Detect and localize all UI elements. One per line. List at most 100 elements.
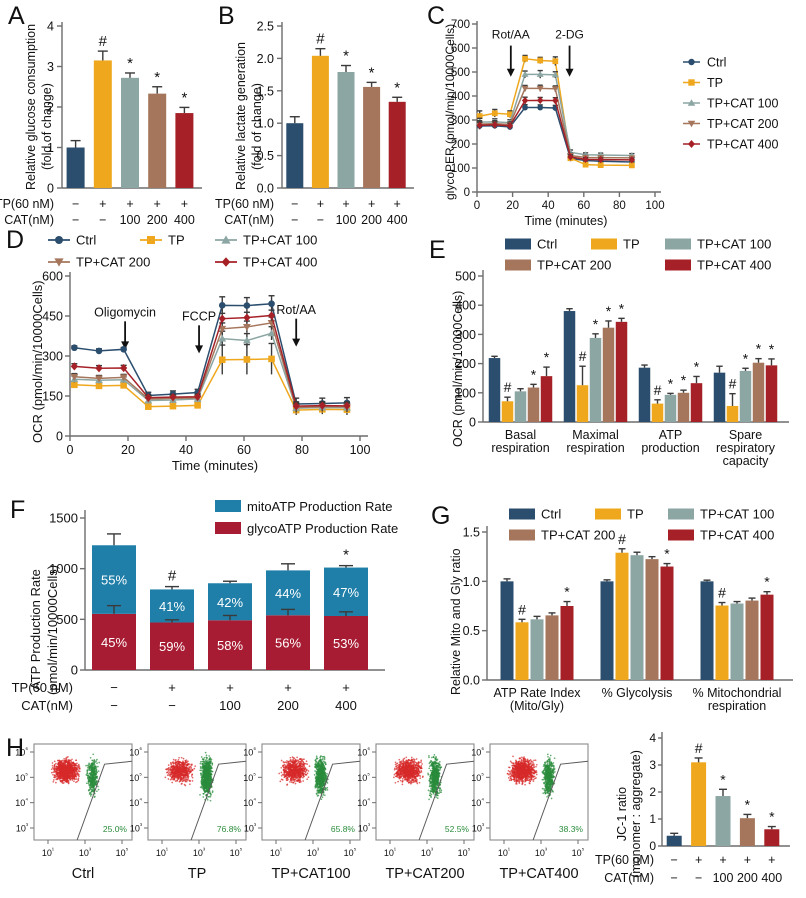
flow-dot-red [191,768,194,771]
y-tick-label: 2.5 [257,20,274,34]
flow-dot-red [179,768,182,771]
flow-dot-green [96,771,99,774]
panel-e-bar [638,367,651,422]
flow-dot-green [94,767,97,769]
x-tick-label: 0 [474,200,480,212]
flow-dot-green [202,774,204,777]
y-tick-label: 0.5 [463,624,480,638]
flow-dot-red [283,763,286,766]
flow-dot-green [97,770,100,772]
flow-dot-green [95,776,97,779]
legend-swatch [591,238,617,250]
panel-g-bar [500,581,514,680]
category-label: % Glycolysis [602,686,673,700]
condition-value: − [291,213,298,227]
flow-dot-red [184,772,187,775]
marker-square [147,236,155,244]
flow-dot-red [59,774,61,777]
flow-dot-red [169,773,172,776]
flow-dot-red [292,758,294,761]
legend-swatch [668,508,694,520]
legend-swatch [595,508,621,520]
flow-dot-green [205,789,208,792]
panel-f-bar-mito [266,570,310,616]
marker-square [491,110,498,117]
flow-dot-red [185,761,187,763]
y-tick-label: 200 [455,357,476,371]
flow-dot-green [95,780,98,783]
flow-dot-red [188,763,190,766]
flow-dot-red [171,781,174,784]
flow-dot-red [302,776,304,779]
flow-dot-green [204,766,207,768]
x-tick-label: 80 [613,200,626,212]
flow-dot-red [190,775,193,777]
flow-dot-red [53,768,56,771]
panel-e-bar [615,321,628,422]
y-tick-label: 300 [42,350,63,364]
flow-dot-red [183,779,186,782]
flow-dot-green [86,772,89,775]
flow-dot-green [326,786,329,789]
category-label: production [641,441,699,455]
flow-dot-red [183,776,185,779]
flow-dot-red [75,775,78,778]
flow-dot-red [177,759,180,761]
significance-marker: * [343,547,349,564]
flow-dot-red [68,763,71,766]
condition-value: + [368,197,375,211]
flow-dot-green [199,760,202,763]
flow-dot-red [191,780,194,782]
flow-dot-green [316,788,319,790]
flow-dot-green [202,765,205,768]
flow-dot-red [73,771,75,774]
flow-dot-red [184,767,187,770]
flow-dot-green [91,787,94,789]
flow-dot-red [170,771,172,774]
flow-dot-red [67,782,70,784]
flow-dot-green [93,763,96,766]
flow-dot-red [178,756,180,759]
condition-value: + [394,197,401,211]
flow-x-tick-label: 10³ [193,847,206,858]
flow-dot-red [181,765,183,768]
flow-dot-red [173,775,176,778]
flow-dot-red [175,763,178,766]
x-tick-label: 20 [506,200,519,212]
flow-dot-red [73,776,76,778]
y-tick-label: 1500 [49,511,78,526]
panel-e-bar [677,392,690,422]
flow-dot-red [72,770,74,772]
panel-g-bar [715,605,729,680]
flow-dot-red [53,765,56,768]
series-TP-CAT-200 [476,84,636,162]
panel-d-label: D [6,226,25,254]
panel-e-bar [589,337,602,422]
condition-row-label: TP(60 nM) [12,680,73,695]
condition-value: − [72,213,79,227]
flow-dot-red [53,775,56,777]
y-tick-label: 450 [42,310,63,324]
flow-dot-green [205,783,207,786]
flow-dot-red [65,767,68,770]
panel-e-bar [501,401,514,422]
flow-dot-green [205,793,208,796]
flow-dot-red [179,764,182,766]
marker-circle [55,236,63,244]
flow-dot-green [317,760,320,762]
flow-dot-red [75,770,78,773]
x-tick-label: 20 [121,443,135,457]
legend-label: TP+CAT 100 [697,237,771,252]
panel-e-bar [739,370,752,422]
flow-dot-green [203,779,205,782]
injection-annotation: FCCP [182,310,216,324]
flow-dot-green [319,758,322,761]
marker-square [522,55,528,62]
y-tick-label: 1 [47,141,54,155]
legend-label: TP+CAT 400 [700,528,774,543]
injection-arrow-head [195,345,204,354]
y-tick-label: 2 [47,101,54,115]
flow-dot-red [78,767,81,770]
panel-e-bar [563,311,576,422]
